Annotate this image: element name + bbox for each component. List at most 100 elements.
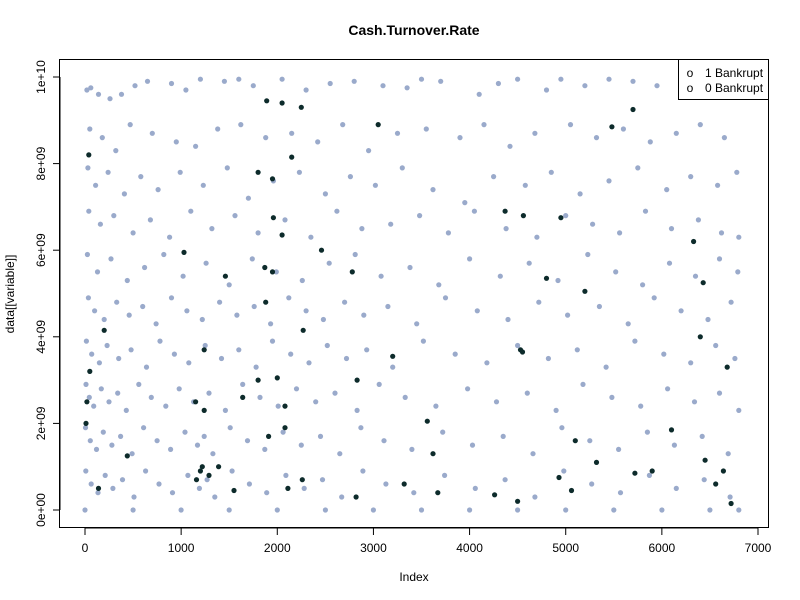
point-0-bankrupt-90 [111, 213, 117, 219]
point-1-bankrupt-39 [83, 420, 89, 426]
point-0-bankrupt-26 [582, 83, 588, 89]
point-0-bankrupt-65 [155, 187, 161, 193]
point-0-bankrupt-260 [262, 446, 268, 452]
point-0-bankrupt-328 [736, 507, 742, 513]
point-0-bankrupt-43 [289, 130, 295, 136]
point-0-bankrupt-145 [92, 308, 98, 314]
point-0-bankrupt-23 [515, 76, 521, 82]
point-0-bankrupt-38 [173, 139, 179, 145]
point-0-bankrupt-228 [332, 390, 338, 396]
point-0-bankrupt-116 [84, 251, 90, 258]
point-0-bankrupt-131 [407, 264, 413, 271]
point-0-bankrupt-226 [293, 386, 300, 392]
point-1-bankrupt-48 [282, 425, 288, 431]
point-0-bankrupt-244 [82, 425, 89, 431]
point-0-bankrupt-230 [376, 381, 382, 387]
y-axis: 0e+00 2e+09 4e+09 6e+09 8e+09 1e+10 [34, 60, 61, 527]
point-0-bankrupt-284 [119, 477, 126, 483]
point-0-bankrupt-196 [390, 364, 396, 370]
point-0-bankrupt-294 [246, 481, 252, 487]
point-0-bankrupt-267 [409, 446, 415, 452]
point-0-bankrupt-188 [236, 347, 242, 353]
point-0-bankrupt-137 [585, 251, 591, 258]
point-0-bankrupt-120 [142, 264, 148, 271]
point-0-bankrupt-305 [502, 477, 508, 483]
point-1-bankrupt-68 [353, 494, 359, 500]
point-0-bankrupt-107 [534, 234, 540, 240]
point-0-bankrupt-278 [725, 451, 731, 457]
point-0-bankrupt-174 [705, 316, 711, 323]
point-0-bankrupt-168 [536, 299, 542, 305]
point-1-bankrupt-51 [702, 457, 708, 463]
point-0-bankrupt-140 [666, 260, 673, 266]
point-0-bankrupt-304 [472, 485, 478, 491]
point-0-bankrupt-62 [105, 169, 111, 175]
point-0-bankrupt-123 [203, 260, 209, 266]
point-1-bankrupt-44 [424, 418, 430, 424]
point-0-bankrupt-180 [116, 355, 122, 362]
point-0-bankrupt-93 [167, 234, 173, 240]
point-0-bankrupt-48 [423, 126, 429, 132]
point-0-bankrupt-98 [282, 217, 288, 223]
point-1-bankrupt-52 [124, 453, 130, 459]
point-0-bankrupt-324 [563, 507, 569, 513]
point-1-bankrupt-40 [240, 394, 246, 400]
point-0-bankrupt-214 [115, 390, 121, 396]
point-1-bankrupt-56 [193, 477, 200, 483]
point-0-bankrupt-229 [354, 407, 360, 413]
point-1-bankrupt-45 [668, 427, 675, 433]
point-0-bankrupt-152 [184, 308, 190, 314]
point-0-bankrupt-321 [418, 507, 425, 513]
point-1-bankrupt-3 [298, 104, 304, 110]
point-0-bankrupt-7 [168, 80, 175, 87]
point-0-bankrupt-13 [279, 76, 285, 82]
point-0-bankrupt-162 [361, 312, 367, 318]
y-tick-label-0: 0e+00 [34, 493, 48, 527]
legend-box [678, 59, 769, 100]
point-0-bankrupt-227 [313, 399, 319, 405]
point-0-bankrupt-279 [83, 468, 89, 474]
point-0-bankrupt-256 [201, 433, 207, 439]
point-0-bankrupt-99 [308, 234, 314, 240]
point-1-bankrupt-11 [181, 249, 187, 255]
x-tick-label-4: 4000 [456, 541, 483, 555]
point-0-bankrupt-128 [326, 260, 332, 266]
point-0-bankrupt-143 [735, 269, 741, 275]
point-0-bankrupt-295 [264, 490, 270, 496]
point-0-bankrupt-166 [474, 308, 480, 314]
point-1-bankrupt-12 [262, 264, 268, 271]
point-0-bankrupt-51 [507, 143, 513, 149]
point-0-bankrupt-0 [84, 87, 90, 93]
x-tick-label-3: 3000 [360, 541, 387, 555]
point-0-bankrupt-179 [104, 342, 110, 349]
point-0-bankrupt-309 [617, 490, 624, 496]
point-0-bankrupt-290 [196, 485, 202, 491]
point-1-bankrupt-14 [349, 269, 355, 275]
point-0-bankrupt-181 [128, 347, 134, 353]
point-0-bankrupt-232 [433, 403, 439, 409]
chart-title: Cash.Turnover.Rate [348, 22, 479, 38]
point-0-bankrupt-20 [438, 78, 444, 84]
point-0-bankrupt-312 [701, 477, 707, 483]
point-0-bankrupt-183 [157, 338, 163, 344]
point-0-bankrupt-189 [253, 364, 259, 370]
point-0-bankrupt-71 [296, 169, 302, 175]
point-0-bankrupt-237 [580, 381, 586, 387]
x-axis: 0 1000 2000 3000 4000 5000 6000 7000 [82, 527, 772, 555]
point-1-bankrupt-33 [87, 368, 93, 374]
point-0-bankrupt-282 [102, 472, 108, 478]
point-1-bankrupt-15 [222, 273, 228, 279]
legend-symbol-not-bankrupt: o [687, 81, 694, 95]
x-axis-label: Index [399, 570, 428, 584]
point-0-bankrupt-11 [236, 76, 242, 82]
point-0-bankrupt-242 [716, 390, 723, 396]
point-0-bankrupt-10 [221, 78, 227, 84]
point-0-bankrupt-114 [718, 230, 725, 236]
point-0-bankrupt-8 [183, 87, 189, 93]
point-0-bankrupt-231 [402, 394, 408, 400]
point-0-bankrupt-28 [630, 78, 636, 84]
point-0-bankrupt-257 [210, 451, 216, 457]
point-1-bankrupt-53 [197, 468, 203, 474]
point-0-bankrupt-250 [129, 451, 135, 457]
